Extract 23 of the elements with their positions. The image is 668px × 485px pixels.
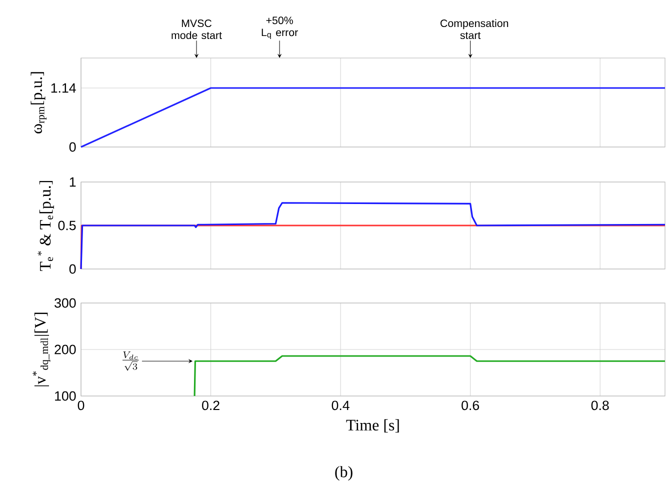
y-axis-title: T$_{e}$$^{*}$ & T$_{e}$[p.u.] — [38, 180, 54, 271]
x-tick-label: 0.8 — [591, 400, 609, 410]
y-tick-label: 100 — [55, 391, 76, 401]
y-tick-label: 0 — [69, 142, 76, 152]
y-axis-title: ω$_{rpm}$[p.u.] — [30, 72, 47, 134]
line-series — [80, 202, 666, 270]
ref-line-label: +50% L$_{q}$ error — [262, 16, 298, 40]
x-tick-label: 0.4 — [332, 400, 350, 410]
y-tick-label: 200 — [54, 344, 76, 354]
y-tick-label: 1 — [70, 177, 76, 187]
text: (b) — [335, 466, 352, 481]
y-tick-label: 0.5 — [58, 220, 76, 230]
x-tick-label: 0.6 — [462, 400, 480, 410]
y-tick-label: 0 — [69, 264, 76, 274]
ref-line-label: Compensation start — [440, 19, 508, 40]
x-tick-label: 0.2 — [202, 400, 220, 410]
annotation: $\frac{V_{dc}}{\sqrt{3}}$ — [122, 352, 139, 371]
y-tick-label: 300 — [54, 298, 76, 308]
x-tick-label: 0 — [78, 400, 84, 410]
y-tick-label: 1.14 — [51, 83, 76, 93]
y-axis-title: |v$^{*}$$_{dq_mdl}$|[V] — [32, 312, 50, 386]
x-axis-title: Time [s] — [346, 419, 399, 433]
ref-line-label: MVSC mode start — [172, 20, 222, 40]
